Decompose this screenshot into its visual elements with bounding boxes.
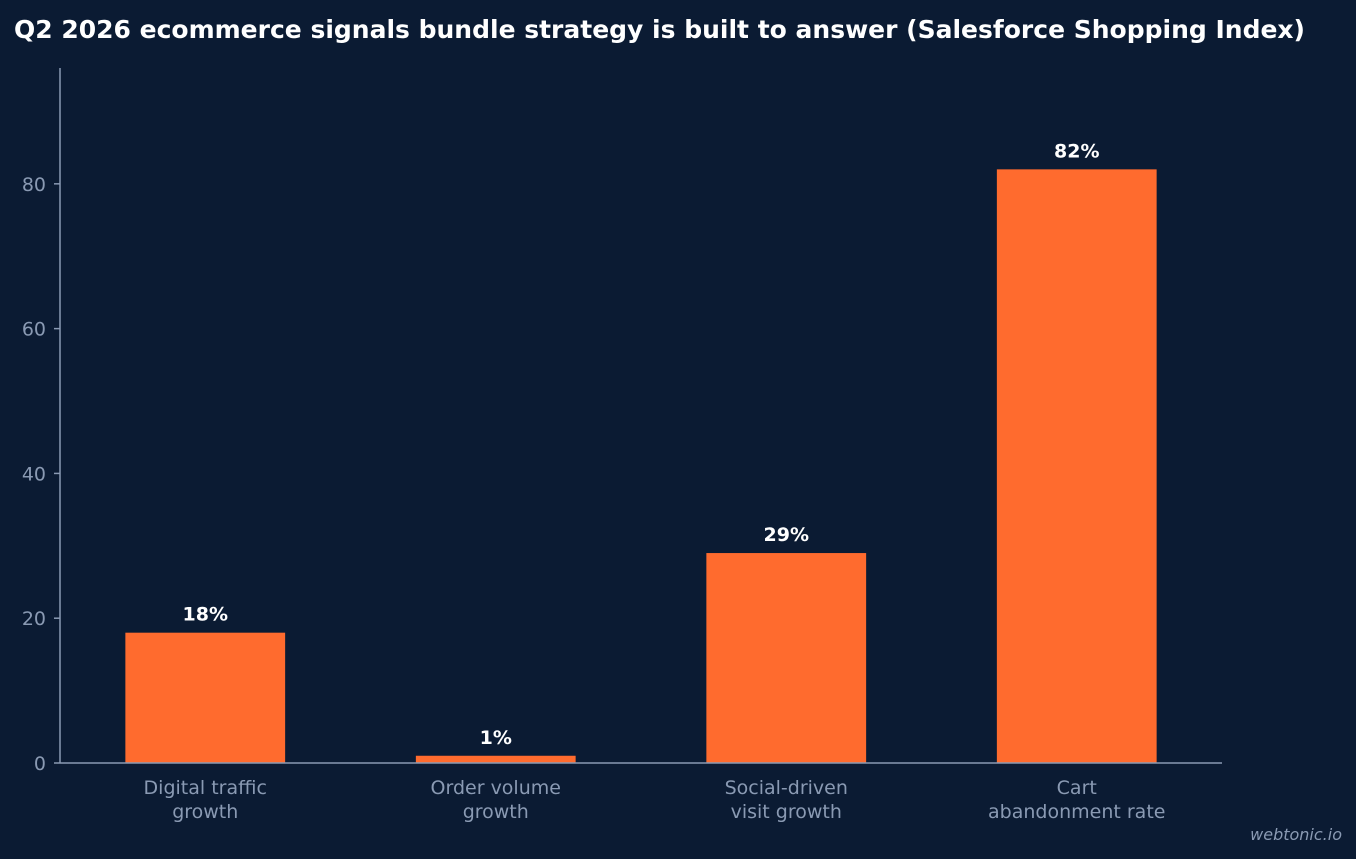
x-category-label: Social-driven — [725, 777, 848, 799]
x-category-label: abandonment rate — [988, 801, 1165, 823]
bar-value-label: 18% — [183, 604, 228, 626]
chart-title: Q2 2026 ecommerce signals bundle strateg… — [14, 15, 1305, 44]
bar-value-label: 29% — [764, 524, 809, 546]
bar — [996, 169, 1157, 763]
y-tick-label: 40 — [22, 463, 46, 485]
bars-group — [125, 169, 1157, 763]
y-tick-label: 0 — [34, 753, 46, 775]
bar — [125, 632, 286, 763]
watermark: webtonic.io — [1250, 825, 1342, 844]
bar — [415, 755, 576, 763]
y-tick-label: 20 — [22, 608, 46, 630]
x-category-label: growth — [463, 801, 529, 823]
bar-value-label: 82% — [1054, 140, 1099, 162]
bar — [706, 553, 867, 763]
x-category-label: Digital traffic — [144, 777, 267, 799]
bar-labels-group: 18% 1% 29% 82% — [183, 140, 1100, 748]
bar-value-label: 1% — [480, 727, 512, 749]
y-axis-ticks: 0 20 40 60 80 — [22, 174, 60, 775]
y-tick-label: 60 — [22, 319, 46, 341]
x-category-label: visit growth — [731, 801, 842, 823]
y-tick-label: 80 — [22, 174, 46, 196]
x-category-label: growth — [172, 801, 238, 823]
x-category-label: Order volume — [431, 777, 561, 799]
x-category-label: Cart — [1057, 777, 1097, 799]
